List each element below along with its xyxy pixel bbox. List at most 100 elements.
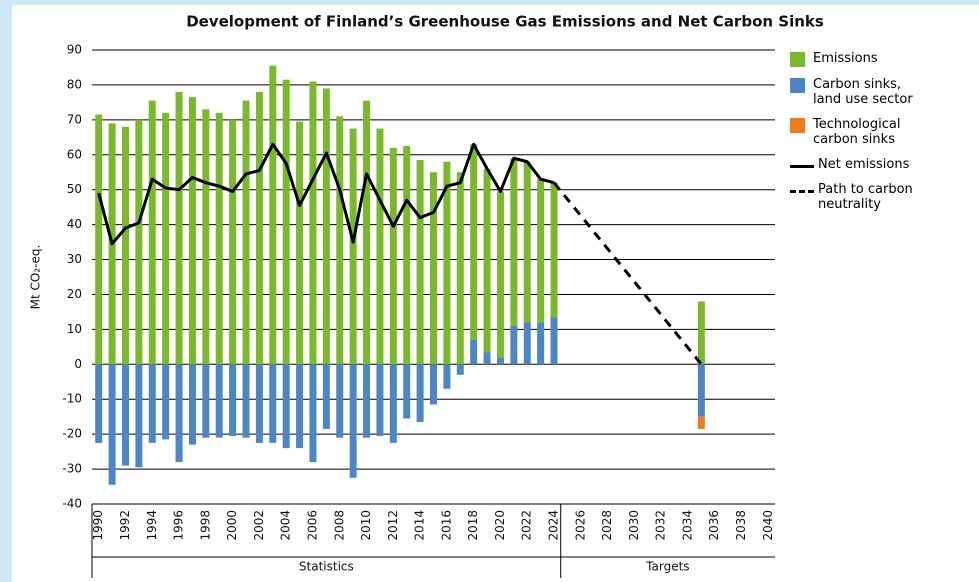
bar — [336, 116, 344, 365]
legend-label: Path to carbon neutrality — [818, 182, 913, 212]
bar — [188, 364, 196, 445]
y-tick-label: -20 — [62, 427, 82, 441]
x-tick-label: 2036 — [707, 510, 721, 541]
bar — [430, 172, 437, 365]
x-tick-label: 2034 — [680, 510, 694, 541]
legend-item: Path to carbon neutrality — [790, 182, 970, 212]
legend-item: Emissions — [790, 51, 970, 67]
bar — [537, 322, 545, 365]
x-tick-label: 2026 — [573, 510, 587, 541]
bar — [282, 79, 290, 365]
bar — [229, 119, 237, 365]
bar — [148, 100, 156, 365]
bar — [523, 161, 531, 323]
y-tick-label: 0 — [74, 357, 82, 371]
x-tick-label: 2016 — [439, 510, 453, 541]
chart-panel: Development of Finland’s Greenhouse Gas … — [12, 5, 979, 582]
x-tick-label: 1998 — [198, 510, 212, 541]
net-line — [97, 142, 555, 246]
x-tick-label: 2032 — [654, 510, 668, 541]
bar — [135, 364, 143, 468]
legend-label: Emissions — [813, 51, 878, 66]
x-tick-label: 2010 — [359, 510, 373, 541]
y-tick-label: 30 — [67, 252, 82, 266]
x-tick-label: 2006 — [305, 510, 319, 541]
x-tick-label: 2014 — [413, 510, 427, 541]
legend-swatch — [790, 190, 814, 193]
bar — [510, 158, 518, 326]
bar — [389, 147, 397, 365]
bar — [215, 364, 223, 438]
bar — [403, 146, 411, 365]
x-group-label: Statistics — [299, 560, 354, 574]
y-tick-label: -30 — [62, 462, 82, 476]
y-tick-label: 40 — [67, 217, 82, 231]
bar — [309, 364, 317, 463]
bar — [550, 317, 558, 365]
x-tick-label: 2002 — [252, 510, 266, 541]
bar — [282, 364, 290, 449]
legend-label: Carbon sinks, land use sector — [813, 77, 913, 107]
x-tick-label: 2020 — [493, 510, 507, 541]
legend-label: Technological carbon sinks — [813, 117, 901, 147]
bar — [255, 364, 263, 443]
bar — [95, 114, 103, 365]
bar — [403, 364, 411, 419]
x-tick-label: 1994 — [145, 510, 159, 541]
x-tick-label: 2028 — [600, 510, 614, 541]
y-tick-label: 10 — [67, 322, 82, 336]
bar — [162, 112, 170, 365]
y-tick-label: -10 — [62, 392, 82, 406]
legend-swatch — [790, 52, 805, 67]
bar — [483, 352, 491, 365]
legend-swatch — [790, 78, 805, 93]
bar — [496, 191, 504, 358]
x-group-label: Targets — [645, 560, 689, 574]
bar — [430, 364, 437, 405]
x-tick-label: 2000 — [225, 510, 239, 541]
bar — [255, 91, 263, 365]
x-tick-label: 2040 — [761, 510, 775, 541]
bar — [108, 364, 116, 485]
bar — [242, 364, 250, 438]
bar — [215, 112, 223, 365]
bar — [95, 364, 103, 443]
bar — [550, 182, 558, 318]
x-tick-label: 1992 — [118, 510, 132, 541]
bar — [443, 364, 451, 389]
bar — [697, 416, 705, 429]
bar — [135, 119, 143, 365]
y-tick-label: 80 — [67, 77, 82, 91]
legend-swatch — [790, 118, 805, 133]
y-tick-label: 70 — [67, 112, 82, 126]
x-tick-label: 1996 — [172, 510, 186, 541]
bar — [121, 126, 129, 365]
bar — [175, 364, 183, 463]
path-line — [552, 181, 703, 366]
bar — [349, 128, 357, 365]
x-tick-label: 2012 — [386, 510, 400, 541]
bar — [363, 100, 371, 365]
chart-title: Development of Finland’s Greenhouse Gas … — [186, 13, 824, 31]
legend: Emissions Carbon sinks, land use sector Te… — [790, 51, 970, 222]
bar — [456, 172, 464, 365]
bar — [697, 364, 705, 417]
bar — [510, 325, 518, 365]
bar — [322, 88, 330, 365]
bar — [322, 364, 330, 429]
bar — [537, 179, 545, 323]
bar — [188, 97, 196, 365]
bar — [376, 364, 384, 436]
bar — [269, 364, 277, 443]
bar — [162, 364, 170, 440]
bar — [121, 364, 129, 466]
bar — [697, 301, 705, 365]
y-tick-label: 50 — [67, 182, 82, 196]
legend-item: Carbon sinks, land use sector — [790, 77, 970, 107]
bar — [389, 364, 397, 443]
legend-label: Net emissions — [818, 157, 910, 172]
legend-item: Net emissions — [790, 157, 970, 172]
x-tick-label: 1990 — [91, 510, 105, 541]
x-tick-label: 2008 — [332, 510, 346, 541]
bar — [296, 121, 304, 365]
